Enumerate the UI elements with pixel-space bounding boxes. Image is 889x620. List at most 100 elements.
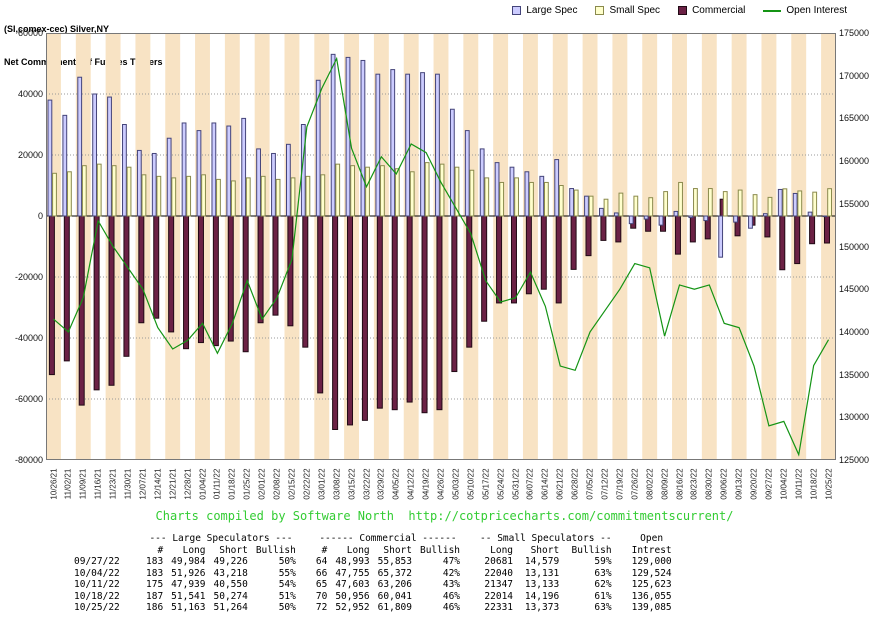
table-cell: 62% xyxy=(594,579,612,590)
bar-large-spec xyxy=(688,215,694,219)
left-axis-tick: 60000 xyxy=(17,28,43,38)
table-cell: 55% xyxy=(278,567,296,579)
x-axis-date-label: 03/22/22 xyxy=(362,468,371,500)
table-cell: 51,264 xyxy=(213,602,248,613)
bar-small-spec xyxy=(201,174,206,217)
bar-large-spec xyxy=(62,114,68,217)
right-axis-tick: 135000 xyxy=(839,369,870,380)
table-row: 10/04/22 183 51,926 43,218 55% 66 47,755 65,372… xyxy=(70,568,676,580)
bar-small-spec xyxy=(67,171,72,217)
table-column-header: Bullish xyxy=(255,544,296,556)
bar-small-spec xyxy=(245,177,251,217)
x-axis-date-label: 07/26/22 xyxy=(630,468,640,500)
bar-large-spec xyxy=(748,215,753,229)
table-cell: 139,085 xyxy=(631,602,672,613)
bar-commercial xyxy=(376,215,383,409)
bar-large-spec xyxy=(449,108,455,217)
table-cell: 47,755 xyxy=(335,567,370,579)
bar-commercial xyxy=(436,215,443,411)
bar-small-spec xyxy=(678,181,683,217)
x-axis-date-label: 03/29/22 xyxy=(376,468,386,500)
table-cell: 50,274 xyxy=(213,590,248,602)
chart-title-line1: (SI,comex-cec) Silver,NY xyxy=(4,24,110,34)
table-cell-date: 09/27/22 xyxy=(74,556,120,567)
bar-small-spec xyxy=(141,174,147,217)
table-column-header: Long xyxy=(490,544,514,556)
x-axis-date-label: 12/28/21 xyxy=(183,468,193,500)
bar-commercial xyxy=(615,215,622,243)
bar-small-spec xyxy=(126,166,132,217)
bg-stripe xyxy=(731,33,747,460)
bar-large-spec xyxy=(181,122,187,217)
table-cell: 46% xyxy=(442,602,461,613)
bg-stripe xyxy=(642,33,658,460)
bar-small-spec xyxy=(618,192,624,217)
bar-large-spec xyxy=(285,143,291,217)
bar-small-spec xyxy=(469,169,475,217)
table-cell: 14,196 xyxy=(524,590,560,602)
x-axis-date-label: 03/08/22 xyxy=(332,468,342,500)
table-cell: 64 xyxy=(315,556,328,567)
footer-credit: Charts compiled by Software North http:/… xyxy=(155,509,734,523)
bg-stripe xyxy=(761,33,777,460)
x-axis-date-label: 08/23/22 xyxy=(689,468,699,500)
bar-large-spec xyxy=(733,215,738,223)
bar-large-spec xyxy=(151,152,157,217)
bar-large-spec xyxy=(673,210,679,217)
bar-commercial xyxy=(63,215,70,362)
x-axis-date-label: 02/22/22 xyxy=(302,468,312,500)
bar-small-spec xyxy=(52,172,57,217)
bar-small-spec xyxy=(782,188,788,217)
bar-commercial xyxy=(510,215,517,304)
bar-small-spec xyxy=(186,175,192,217)
bar-large-spec xyxy=(211,122,217,217)
bar-small-spec xyxy=(111,165,117,217)
bar-commercial xyxy=(168,215,175,333)
bar-small-spec xyxy=(350,165,356,217)
table-cell: 40,550 xyxy=(213,579,248,590)
bar-large-spec xyxy=(330,53,336,217)
table-cell-date: 10/25/22 xyxy=(74,602,120,613)
x-axis-date-label: 06/21/22 xyxy=(555,468,565,500)
bar-small-spec xyxy=(573,189,579,217)
table-cell: 50% xyxy=(278,602,296,613)
x-axis-date-label: 06/14/22 xyxy=(540,468,550,500)
table-cell: 61,809 xyxy=(377,602,412,613)
table-row: 10/25/22 186 51,163 51,264 50% 72 52,952 61,809… xyxy=(70,602,676,614)
table-row: 09/27/22 183 49,984 49,226 50% 64 48,993 55,853… xyxy=(70,556,676,568)
right-axis-tick: 160000 xyxy=(839,156,870,167)
bar-commercial xyxy=(78,215,85,406)
x-axis-date-label: 12/21/21 xyxy=(168,468,178,500)
right-axis-tick: 170000 xyxy=(839,70,870,81)
bar-small-spec xyxy=(529,181,534,217)
x-axis-date-label: 01/18/22 xyxy=(227,468,237,500)
x-axis-date-label: 11/30/21 xyxy=(123,468,133,500)
bar-large-spec xyxy=(584,195,589,217)
table-cell: 43% xyxy=(442,579,461,590)
legend-label-large-spec: Large Spec xyxy=(526,5,578,16)
bar-commercial xyxy=(257,215,264,324)
legend-label-open-interest: Open Interest xyxy=(786,5,847,16)
bar-large-spec xyxy=(494,162,500,217)
bar-large-spec xyxy=(524,171,530,217)
bar-large-spec xyxy=(643,215,649,220)
x-axis-date-label: 01/11/22 xyxy=(212,468,222,500)
table-cell: 22331 xyxy=(484,602,514,613)
bar-commercial xyxy=(212,215,219,347)
table-cell: 60,041 xyxy=(377,590,412,602)
bar-large-spec xyxy=(569,188,575,217)
bar-small-spec xyxy=(216,178,221,217)
bar-large-spec xyxy=(822,215,828,218)
x-axis-date-label: 12/07/21 xyxy=(138,468,148,500)
bar-small-spec xyxy=(767,196,773,217)
x-axis-date-label: 09/20/22 xyxy=(749,468,759,500)
bar-large-spec xyxy=(390,69,396,217)
table-cell: 59% xyxy=(594,556,612,567)
bar-large-spec xyxy=(628,215,634,225)
table-cell: 65,372 xyxy=(377,567,412,579)
bar-large-spec xyxy=(47,99,53,217)
bar-large-spec xyxy=(196,130,202,217)
table-cell-date: 10/04/22 xyxy=(74,567,120,579)
bar-large-spec xyxy=(613,212,619,217)
x-axis-date-label: 04/05/22 xyxy=(391,468,401,500)
